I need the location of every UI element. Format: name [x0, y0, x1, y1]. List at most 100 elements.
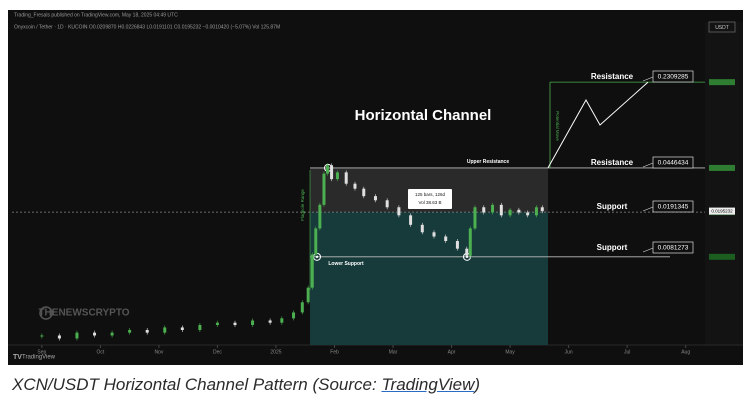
x-tick-label: May — [505, 349, 515, 355]
candle — [251, 320, 255, 326]
level-leader — [642, 206, 654, 212]
currency: USDT — [715, 25, 729, 31]
candle — [57, 335, 61, 339]
x-tick-label: Apr — [448, 349, 456, 355]
candle — [300, 302, 304, 313]
axis-level-marker — [709, 164, 735, 171]
level-leader — [642, 76, 654, 82]
level-value: 0.0191345 — [658, 204, 689, 211]
caption-link[interactable]: TradingView — [381, 375, 475, 394]
upper-label: Upper Resistance — [467, 159, 509, 165]
candle — [128, 329, 132, 333]
touch-dot — [315, 255, 319, 259]
footer: TradingView — [22, 355, 56, 361]
current-price: 0.0195232 — [711, 208, 733, 213]
level-leader — [642, 247, 654, 253]
candle — [420, 224, 424, 233]
candle — [198, 325, 202, 330]
watermark: THENEWSCRYPTO — [38, 308, 129, 319]
x-tick-label: Aug — [681, 349, 690, 355]
level-label: Resistance — [591, 72, 634, 81]
candle — [268, 320, 272, 323]
candle — [362, 188, 366, 197]
candle — [306, 287, 310, 303]
level-leader — [642, 162, 654, 168]
candle — [353, 183, 357, 189]
plot: Sep Oct Nov Dec 2025 Feb Mar Apr May Jun Jul Aug Res… — [12, 70, 735, 355]
level-value: 0.2309285 — [658, 74, 689, 81]
range-box — [408, 189, 452, 209]
currency-box — [708, 21, 736, 33]
current-price-box — [709, 207, 735, 215]
x-tick-label: Nov — [154, 349, 163, 355]
candle — [215, 322, 219, 326]
candle — [145, 329, 149, 333]
caption-end: ) — [474, 375, 481, 394]
level-value: 0.0446434 — [658, 160, 689, 167]
candle — [473, 207, 477, 229]
lower-label: Lower Support — [328, 261, 364, 267]
candle — [373, 196, 377, 201]
level-value-box — [652, 200, 694, 213]
x-tick-label: Oct — [96, 349, 104, 355]
candle — [330, 165, 334, 180]
candle — [75, 332, 79, 339]
level-label: Resistance — [591, 158, 634, 167]
candle — [465, 248, 469, 256]
candle — [444, 236, 448, 242]
caption: XCN/USDT Horizontal Channel Pattern (Sou… — [12, 375, 480, 395]
candle — [93, 332, 97, 336]
footer-logo: TV — [13, 354, 22, 361]
candle — [310, 254, 314, 288]
x-tick-label: 2025 — [270, 349, 281, 355]
level-value-box — [652, 156, 694, 169]
candle — [455, 241, 459, 249]
candle — [344, 172, 348, 184]
x-tick-label: Dec — [213, 349, 222, 355]
candle — [335, 172, 339, 180]
publisher: Trading_Fresals published on TradingView… — [14, 12, 178, 18]
candle — [325, 165, 329, 174]
candle — [397, 207, 401, 216]
candle — [491, 204, 495, 213]
caption-text: XCN/USDT Horizontal Channel Pattern (Sou… — [12, 375, 382, 394]
x-tick-label: Sep — [37, 349, 46, 355]
candle — [233, 322, 237, 326]
symbol-line: Onyxcoin / Tether · 1D · KUCOIN O0.02098… — [14, 24, 280, 30]
candle — [482, 207, 486, 213]
support-zone — [310, 212, 548, 345]
x-tick-label: Feb — [330, 349, 339, 355]
candle — [540, 207, 544, 212]
candle — [318, 204, 322, 229]
candle — [314, 228, 318, 255]
candle — [163, 327, 167, 333]
candle — [526, 212, 530, 216]
chart: Trading_Fresals published on TradingView… — [8, 10, 743, 365]
candle — [432, 232, 436, 237]
range-vol: Vol 38.63 B — [418, 200, 441, 205]
price-axis — [705, 22, 743, 345]
move-label: Potential Move — [555, 111, 560, 141]
candle — [468, 228, 472, 256]
candle — [292, 312, 296, 319]
x-tick-label: Mar — [389, 349, 398, 355]
chart-title: Horizontal Channel — [355, 107, 492, 124]
x-tick-label: Jun — [565, 349, 573, 355]
axis-level-marker — [709, 253, 735, 260]
x-tick-label: Jul — [624, 349, 630, 355]
watermark-logo — [39, 306, 53, 320]
level-value: 0.0081273 — [658, 245, 689, 252]
candle — [385, 200, 389, 208]
axis-level-marker — [709, 79, 735, 86]
candle — [40, 335, 44, 337]
candle — [534, 207, 538, 216]
candle — [322, 173, 326, 205]
level-label: Support — [597, 243, 628, 252]
candle — [280, 318, 284, 323]
level-value-box — [652, 241, 694, 254]
level-value-box — [652, 70, 694, 83]
candle — [180, 327, 184, 330]
candle — [409, 215, 413, 225]
flagpole-label: Flagpole Range — [300, 189, 305, 221]
